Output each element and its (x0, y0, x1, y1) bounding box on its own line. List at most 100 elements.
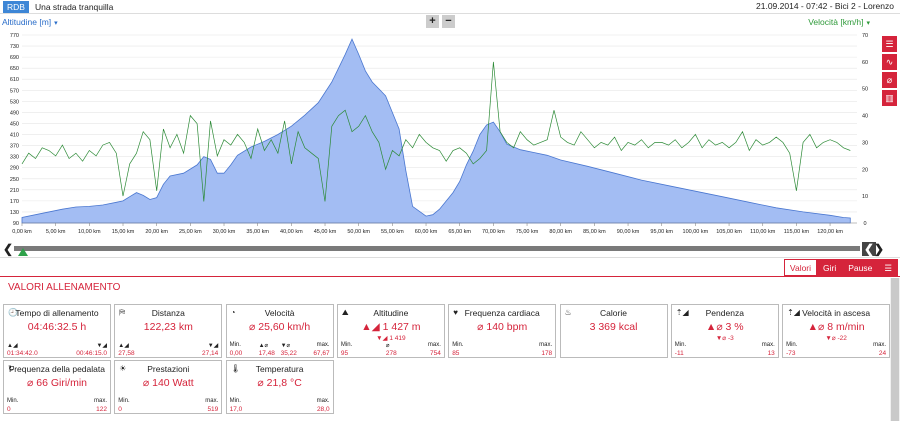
chart-side-toolbar: ☰ ∿ ⌀ ▥ (882, 36, 897, 108)
stat-label: max. (316, 398, 330, 404)
heart-icon: ♥ (453, 308, 458, 317)
divider (0, 257, 900, 258)
stat-value: 85 (452, 350, 460, 357)
stat-card-title: Tempo di allenamento (15, 308, 99, 318)
stat-card-pendenza[interactable]: ⇡◢ Pendenza ▲⌀ 3 % ▼⌀ -3 Min. -11 max. 13 (670, 304, 779, 358)
rdb-badge[interactable]: RDB (3, 0, 29, 13)
y2-tick-label: 20 (862, 167, 868, 173)
stat-card-value: 122,23 km (143, 321, 193, 333)
y-tick-label: 690 (10, 55, 19, 61)
tab-valori[interactable]: Valori (783, 259, 818, 276)
scroller-track[interactable] (14, 246, 860, 251)
y-tick-label: 130 (10, 210, 19, 216)
panel-scrollbar[interactable] (890, 278, 900, 421)
stat-label: Min. (340, 342, 353, 348)
stat-label: ▲◢ (7, 343, 18, 349)
stat-label: max. (761, 342, 775, 348)
y2-tick-label: 70 (862, 33, 868, 39)
stat-label: max. (427, 342, 441, 348)
stat-label: ▲⌀ (258, 343, 269, 349)
stat-label: Min. (674, 342, 687, 348)
y-tick-label: 450 (10, 121, 19, 127)
scroller-handle[interactable] (18, 248, 28, 256)
stat-card-value: ⌀ 21,8 °C (257, 377, 302, 389)
ride-title: Una strada tranquilla (34, 1, 114, 12)
x-tick-label: 30,00 km (213, 229, 236, 235)
stat-card-subvalue: ▼⌀ -22 (825, 335, 847, 342)
list-icon[interactable]: ☰ (882, 36, 897, 52)
stat-value: 27,58 (118, 350, 135, 357)
stat-card-title: Calorie (600, 308, 627, 318)
stat-value: -73 (786, 350, 796, 357)
bar-chart-icon[interactable]: ▥ (882, 90, 897, 106)
range-scroller[interactable]: ❮ ❮ ❯ (0, 242, 900, 256)
stat-label: Min. (452, 342, 464, 348)
stat-label: ▼◢ (96, 343, 107, 349)
stat-card-prestazioni[interactable]: ☀ Prestazioni ⌀ 140 Watt Min. 0 max. 519 (114, 360, 223, 414)
x-tick-label: 115,00 km (784, 229, 810, 235)
x-tick-label: 0,00 km (12, 229, 32, 235)
signpost-icon: ⛿ (119, 308, 126, 317)
stat-card-value: ▲◢ 1 427 m (361, 321, 421, 333)
x-tick-label: 95,00 km (650, 229, 673, 235)
stat-card-frequenza-cardiaca[interactable]: ♥ Frequenza cardiaca ⌀ 140 bpm Min. 85 max. 17… (448, 304, 557, 358)
stat-card-velocita-ascesa[interactable]: ⇡◢ Velocità in ascesa ▲⌀ 8 m/min ▼⌀ -22 Min.… (782, 304, 891, 358)
stat-card-value: ▲⌀ 8 m/min (807, 321, 865, 333)
slope-icon: ⇡◢ (675, 308, 689, 317)
scroll-left-button[interactable]: ❮ (3, 242, 14, 256)
stat-value: 24 (878, 350, 887, 357)
no-entry-icon[interactable]: ⌀ (882, 72, 897, 88)
y-tick-label: 210 (10, 188, 19, 194)
divider (0, 276, 900, 277)
zoom-out-button[interactable]: − (442, 15, 455, 28)
stat-label: ▲◢ (118, 343, 129, 349)
x-tick-label: 10,00 km (78, 229, 101, 235)
y2-tick-label: 40 (862, 114, 868, 120)
zoom-in-button[interactable]: + (426, 15, 439, 28)
x-tick-label: 70,00 km (482, 229, 505, 235)
stat-label: Min. (7, 398, 19, 404)
stat-card-title: Pendenza (705, 308, 744, 318)
list-icon[interactable]: ☰ (878, 259, 898, 276)
stat-label: Min. (118, 398, 130, 404)
stat-value: 0,00 (229, 350, 243, 357)
stat-card-title: Velocità (264, 308, 295, 318)
scroll-right-nav[interactable]: ❮ (862, 242, 877, 256)
x-tick-label: 120,00 km (817, 229, 843, 235)
stat-value: 0 (118, 406, 122, 413)
stat-label: max. (93, 398, 107, 404)
stat-card-velocita[interactable]: ◔ Velocità ⌀ 25,60 km/h Min. 0,00 ▲⌀ 17,48 ▼⌀ 35… (225, 304, 334, 358)
x-tick-label: 25,00 km (179, 229, 202, 235)
x-tick-label: 80,00 km (549, 229, 572, 235)
tab-giri[interactable]: Giri (817, 259, 843, 276)
stat-label: ⌀ (385, 343, 390, 349)
scroll-right-button[interactable]: ❯ (874, 242, 885, 256)
stat-card-calorie[interactable]: ♨ Calorie 3 369 kcal (559, 304, 668, 358)
stat-card-subvalue: ▼◢ 1 419 (376, 335, 406, 342)
left-axis-label: Altitudine [m] (2, 17, 52, 27)
speedometer-icon: ◔ (230, 308, 236, 317)
y2-tick-label: 60 (862, 60, 868, 66)
line-chart-icon[interactable]: ∿ (882, 54, 897, 70)
scrollbar-thumb[interactable] (891, 278, 899, 421)
tab-pause[interactable]: Pause (842, 259, 879, 276)
stat-value: 278 (385, 350, 397, 357)
stat-card-distanza[interactable]: ⛿ Distanza 122,23 km ▲◢ 27,58 ▼◢ 27,14 (114, 304, 223, 358)
stat-card-temperatura[interactable]: 🌡 Temperatura ⌀ 21,8 °C Min. 17,0 max. 28,0 (225, 360, 334, 414)
stat-value: 17,0 (229, 406, 243, 413)
stat-card-title: Temperatura (255, 364, 304, 374)
stat-card-pedalata[interactable]: ↻ Frequenza della pedalata ⌀ 66 Giri/min Mi… (3, 360, 111, 414)
clock-icon: 🕘 (8, 308, 18, 317)
right-axis-selector[interactable]: Velocità [km/h] ▾ (808, 17, 870, 27)
x-tick-label: 15,00 km (112, 229, 135, 235)
y-tick-label: 370 (10, 144, 19, 150)
stat-card-tempo[interactable]: 🕘 Tempo di allenamento 04:46:32.5 h ▲◢ 01:34… (3, 304, 111, 358)
stat-card-altitudine[interactable]: ⛰ Altitudine ▲◢ 1 427 m ▼◢ 1 419 Min. 95 ⌀ 278 m… (336, 304, 445, 358)
speed-line (21, 61, 851, 202)
stat-card-title: Prestazioni (147, 364, 190, 374)
y-tick-label: 410 (10, 133, 19, 139)
stat-value: 17,48 (258, 350, 275, 357)
stats-tabs: Valori Giri Pause ☰ (783, 259, 898, 276)
left-axis-selector[interactable]: Altitudine [m] ▾ (2, 17, 58, 27)
altitude-speed-chart[interactable]: 90 130 170 210 250 290 330 370 410 450 490 530 570 61… (0, 30, 880, 242)
